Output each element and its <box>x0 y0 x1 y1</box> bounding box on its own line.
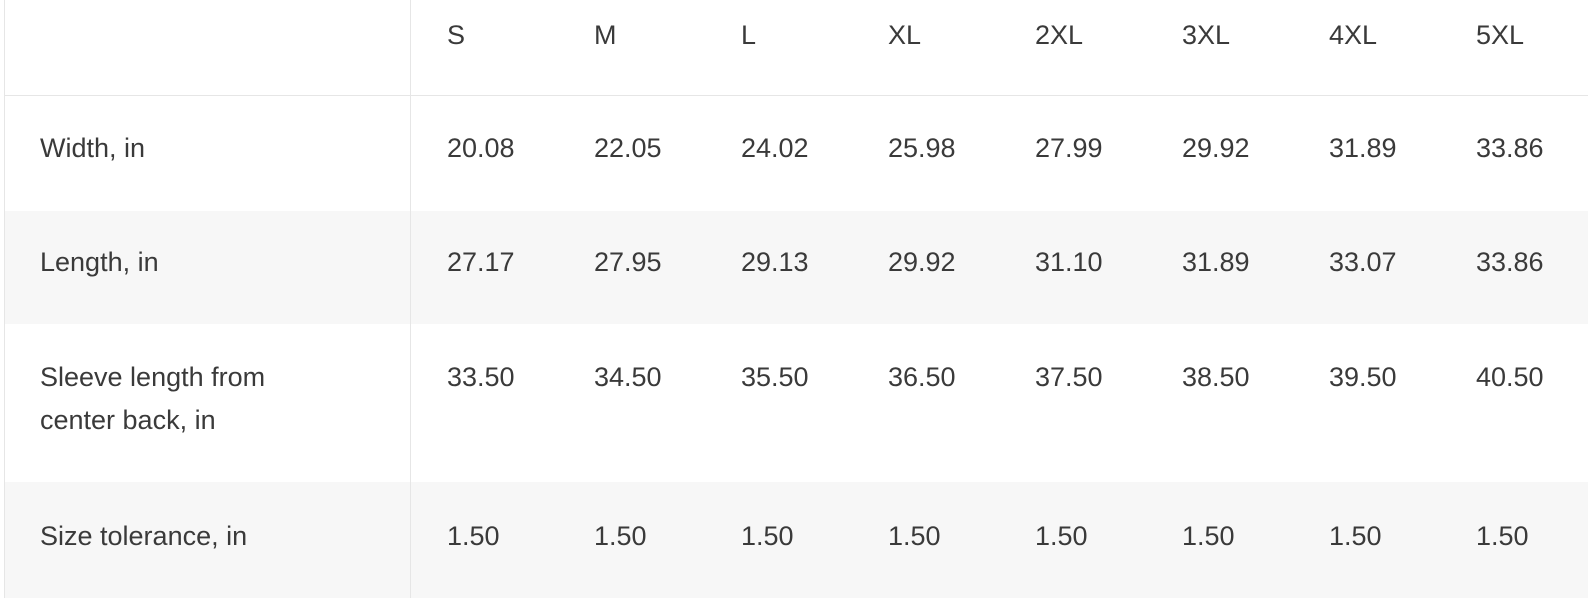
header-size-xl: XL <box>888 20 922 50</box>
table-cell: 1.50 <box>594 521 647 551</box>
table-cell: 33.86 <box>1476 247 1544 277</box>
table-cell: 31.89 <box>1182 247 1250 277</box>
row-label-width: Width, in <box>5 96 411 211</box>
table-row: Length, in 27.17 27.95 29.13 29.92 31.10… <box>5 211 1588 324</box>
table-cell: 22.05 <box>594 133 662 163</box>
row-label-line: Sleeve length from <box>40 362 266 392</box>
table-cell: 27.99 <box>1035 133 1103 163</box>
header-size-2xl: 2XL <box>1035 20 1084 50</box>
table-cell: 38.50 <box>1182 362 1250 392</box>
table-cell: 1.50 <box>741 521 794 551</box>
row-label-sleeve-length: Sleeve length from center back, in <box>5 324 411 482</box>
table-cell: 39.50 <box>1329 362 1397 392</box>
table-cell: 25.98 <box>888 133 956 163</box>
table-cell: 37.50 <box>1035 362 1103 392</box>
table-cell: 1.50 <box>447 521 500 551</box>
table-cell: 29.92 <box>1182 133 1250 163</box>
table-cell: 29.13 <box>741 247 809 277</box>
table-cell: 36.50 <box>888 362 956 392</box>
table-row: Sleeve length from center back, in 33.50… <box>5 324 1588 482</box>
table-cell: 1.50 <box>1182 521 1235 551</box>
table-cell: 34.50 <box>594 362 662 392</box>
table-cell: 24.02 <box>741 133 809 163</box>
header-size-3xl: 3XL <box>1182 20 1231 50</box>
header-size-l: L <box>741 20 757 50</box>
table-header-row: S M L XL 2XL 3XL 4XL 5XL <box>5 0 1588 96</box>
table-cell: 1.50 <box>1476 521 1529 551</box>
table-cell: 29.92 <box>888 247 956 277</box>
table-row: Size tolerance, in 1.50 1.50 1.50 1.50 1… <box>5 482 1588 598</box>
header-size-5xl: 5XL <box>1476 20 1525 50</box>
table-cell: 33.50 <box>447 362 515 392</box>
table-cell: 27.17 <box>447 247 515 277</box>
table-cell: 33.07 <box>1329 247 1397 277</box>
header-size-4xl: 4XL <box>1329 20 1378 50</box>
header-size-m: M <box>594 20 617 50</box>
row-label-size-tolerance: Size tolerance, in <box>5 482 411 598</box>
row-label-length: Length, in <box>5 211 411 324</box>
table-row: Width, in 20.08 22.05 24.02 25.98 27.99 … <box>5 96 1588 211</box>
table-cell: 31.89 <box>1329 133 1397 163</box>
table-cell: 33.86 <box>1476 133 1544 163</box>
table-cell: 27.95 <box>594 247 662 277</box>
table-cell: 35.50 <box>741 362 809 392</box>
table-cell: 1.50 <box>1329 521 1382 551</box>
table-cell: 1.50 <box>1035 521 1088 551</box>
table-cell: 40.50 <box>1476 362 1544 392</box>
table-cell: 1.50 <box>888 521 941 551</box>
row-label-line: center back, in <box>40 405 216 435</box>
table-cell: 20.08 <box>447 133 515 163</box>
header-empty-cell <box>5 0 411 95</box>
table-cell: 31.10 <box>1035 247 1103 277</box>
size-chart-table: S M L XL 2XL 3XL 4XL 5XL Width, in 20.08… <box>4 0 1588 598</box>
header-size-s: S <box>447 20 466 50</box>
